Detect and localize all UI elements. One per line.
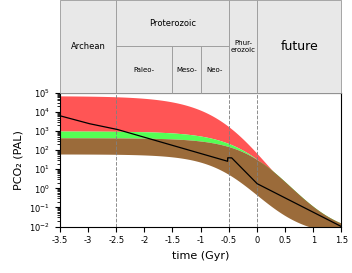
Text: Proterozoic: Proterozoic: [149, 19, 196, 28]
Text: Meso-: Meso-: [176, 67, 197, 73]
Text: Archean: Archean: [70, 42, 106, 51]
Text: Neo-: Neo-: [207, 67, 223, 73]
Text: Phur-
erozoic: Phur- erozoic: [230, 40, 256, 53]
Text: future: future: [280, 40, 318, 53]
Text: Paleo-: Paleo-: [134, 67, 155, 73]
Y-axis label: PCO₂ (PAL): PCO₂ (PAL): [14, 130, 24, 190]
X-axis label: time (Gyr): time (Gyr): [172, 251, 229, 261]
